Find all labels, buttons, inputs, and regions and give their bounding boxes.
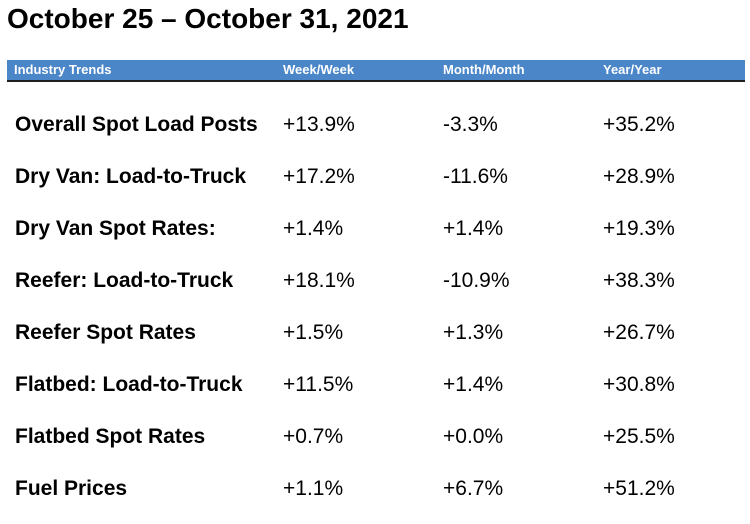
table-row: Reefer Spot Rates +1.5% +1.3% +26.7% xyxy=(7,308,745,360)
year-value: +19.3% xyxy=(603,217,675,240)
table-row: Reefer: Load-to-Truck +18.1% -10.9% +38.… xyxy=(7,256,745,308)
week-value: +0.7% xyxy=(283,425,344,448)
header-week-week: Week/Week xyxy=(283,62,355,77)
year-value: +38.3% xyxy=(603,269,675,292)
table-row: Dry Van: Load-to-Truck +17.2% -11.6% +28… xyxy=(7,152,745,204)
year-value: +30.8% xyxy=(603,373,675,396)
year-value: +25.5% xyxy=(603,425,675,448)
month-value: -3.3% xyxy=(443,113,498,136)
week-value: +17.2% xyxy=(283,165,355,188)
row-label: Dry Van Spot Rates: xyxy=(15,217,216,240)
row-label: Flatbed Spot Rates xyxy=(15,425,206,448)
table-row: Fuel Prices +1.1% +6.7% +51.2% xyxy=(7,464,745,516)
row-label: Flatbed: Load-to-Truck xyxy=(15,373,243,396)
year-value: +28.9% xyxy=(603,165,675,188)
month-value: -10.9% xyxy=(443,269,510,292)
month-value: -11.6% xyxy=(443,165,508,188)
year-value: +51.2% xyxy=(603,477,675,500)
month-value: +1.4% xyxy=(443,217,504,240)
table-row: Dry Van Spot Rates: +1.4% +1.4% +19.3% xyxy=(7,204,745,256)
week-value: +18.1% xyxy=(283,269,355,292)
month-value: +6.7% xyxy=(443,477,504,500)
row-label: Dry Van: Load-to-Truck xyxy=(15,165,247,188)
month-value: +0.0% xyxy=(443,425,504,448)
week-value: +1.4% xyxy=(283,217,344,240)
week-value: +1.1% xyxy=(283,477,344,500)
header-month-month: Month/Month xyxy=(443,62,525,77)
year-value: +35.2% xyxy=(603,113,675,136)
page-title: October 25 – October 31, 2021 xyxy=(7,3,409,34)
month-value: +1.3% xyxy=(443,321,504,344)
year-value: +26.7% xyxy=(603,321,675,344)
header-year-year: Year/Year xyxy=(603,62,662,77)
week-value: +11.5% xyxy=(283,373,354,396)
industry-trends-table: Industry Trends Week/Week Month/Month Ye… xyxy=(7,60,745,500)
row-label: Fuel Prices xyxy=(15,477,128,500)
table-row: Flatbed: Load-to-Truck +11.5% +1.4% +30.… xyxy=(7,360,745,412)
table-body: Overall Spot Load Posts +13.9% -3.3% +35… xyxy=(7,100,745,516)
row-label: Reefer: Load-to-Truck xyxy=(15,269,234,292)
header-industry-trends: Industry Trends xyxy=(14,62,112,77)
month-value: +1.4% xyxy=(443,373,504,396)
row-label: Reefer Spot Rates xyxy=(15,321,196,344)
row-label: Overall Spot Load Posts xyxy=(15,113,258,136)
week-value: +13.9% xyxy=(283,113,355,136)
table-header: Industry Trends Week/Week Month/Month Ye… xyxy=(7,60,745,82)
table-row: Flatbed Spot Rates +0.7% +0.0% +25.5% xyxy=(7,412,745,464)
table-row: Overall Spot Load Posts +13.9% -3.3% +35… xyxy=(7,100,745,152)
week-value: +1.5% xyxy=(283,321,344,344)
